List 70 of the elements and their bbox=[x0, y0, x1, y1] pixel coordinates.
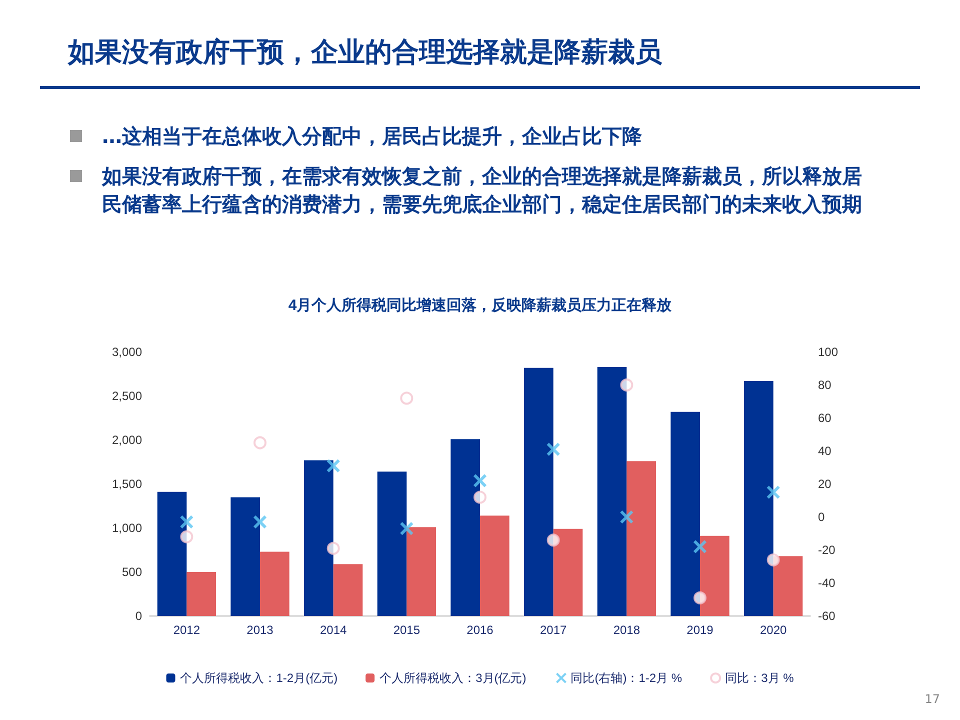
y2-tick-label: 100 bbox=[818, 345, 838, 359]
x-tick-label: 2012 bbox=[173, 623, 200, 637]
bar bbox=[260, 552, 290, 616]
x-tick-label: 2013 bbox=[246, 623, 274, 637]
x-tick-label: 2019 bbox=[686, 623, 714, 637]
x-tick-label: 2017 bbox=[540, 623, 568, 637]
point bbox=[400, 392, 414, 405]
legend-label: 个人所得税收入：1-2月(亿元) bbox=[180, 671, 338, 685]
bar bbox=[670, 412, 700, 616]
point bbox=[326, 458, 340, 473]
point bbox=[546, 534, 560, 547]
legend-label: 个人所得税收入：3月(亿元) bbox=[380, 671, 526, 685]
point bbox=[474, 490, 486, 504]
point bbox=[180, 514, 194, 529]
y-tick-label: 2,000 bbox=[112, 433, 142, 447]
text: 17 bbox=[924, 692, 940, 706]
y2-tick-label: -60 bbox=[818, 609, 836, 623]
point bbox=[400, 522, 414, 536]
text: 如果没有政府干预，企业的合理选择就是降薪裁员 bbox=[68, 36, 662, 70]
text: …这相当于在总体收入分配中，居民占比提升，企业占比下降 bbox=[101, 123, 643, 150]
bar bbox=[524, 368, 554, 616]
bar bbox=[450, 439, 480, 616]
bar bbox=[377, 472, 407, 616]
bar bbox=[744, 381, 774, 616]
y2-tick-label: 0 bbox=[818, 510, 825, 524]
y-tick-label: 1,000 bbox=[112, 521, 142, 535]
x-tick-label: 2016 bbox=[466, 623, 494, 637]
bar bbox=[626, 461, 656, 616]
x-tick-label: 2014 bbox=[320, 623, 348, 637]
point bbox=[766, 485, 780, 500]
bar bbox=[700, 536, 730, 616]
point bbox=[694, 591, 706, 604]
y-tick-label: 2,500 bbox=[112, 389, 142, 403]
point bbox=[180, 530, 194, 544]
x-tick-label: 2015 bbox=[393, 623, 420, 637]
point bbox=[693, 540, 707, 554]
chart-title: 4月个人所得税同比增速回落，反映降薪裁员压力正在释放 bbox=[288, 297, 673, 314]
point bbox=[326, 542, 340, 555]
point bbox=[546, 442, 560, 456]
bar bbox=[333, 564, 363, 616]
bar bbox=[230, 497, 260, 616]
bar bbox=[480, 516, 510, 616]
point bbox=[620, 510, 634, 524]
y2-tick-label: -40 bbox=[818, 576, 836, 590]
bar bbox=[597, 366, 627, 616]
bar bbox=[304, 460, 334, 616]
y2-tick-label: 60 bbox=[818, 411, 832, 425]
y2-tick-label: -20 bbox=[818, 543, 836, 557]
y-tick-label: 3,000 bbox=[112, 345, 142, 359]
bar bbox=[553, 528, 583, 616]
point bbox=[473, 474, 487, 488]
point bbox=[254, 436, 266, 450]
point bbox=[766, 553, 780, 566]
point bbox=[253, 514, 267, 529]
bar bbox=[406, 527, 436, 616]
y2-tick-label: 40 bbox=[818, 444, 832, 458]
y2-tick-label: 80 bbox=[818, 378, 832, 392]
x-tick-label: 2018 bbox=[613, 623, 640, 637]
legend-label: 同比：3月 % bbox=[725, 671, 794, 685]
point bbox=[620, 378, 634, 392]
x-tick-label: 2020 bbox=[760, 623, 788, 637]
bar bbox=[157, 492, 187, 616]
y2-tick-label: 20 bbox=[818, 477, 832, 491]
text: 如果没有政府干预，在需求有效恢复之前，企业的合理选择就是降薪裁员，所以释放居民储蓄率上行蕴含的消费潜力，需要先兜底企业部门，稳定住居民部门的未来收入预期 bbox=[100, 163, 863, 218]
legend-label: 同比(右轴)：1-2月 % bbox=[570, 671, 682, 685]
bar bbox=[186, 572, 216, 616]
bar bbox=[773, 556, 803, 616]
y-tick-label: 1,500 bbox=[112, 477, 142, 491]
y-tick-label: 500 bbox=[122, 565, 142, 579]
y-tick-label: 0 bbox=[135, 609, 142, 623]
